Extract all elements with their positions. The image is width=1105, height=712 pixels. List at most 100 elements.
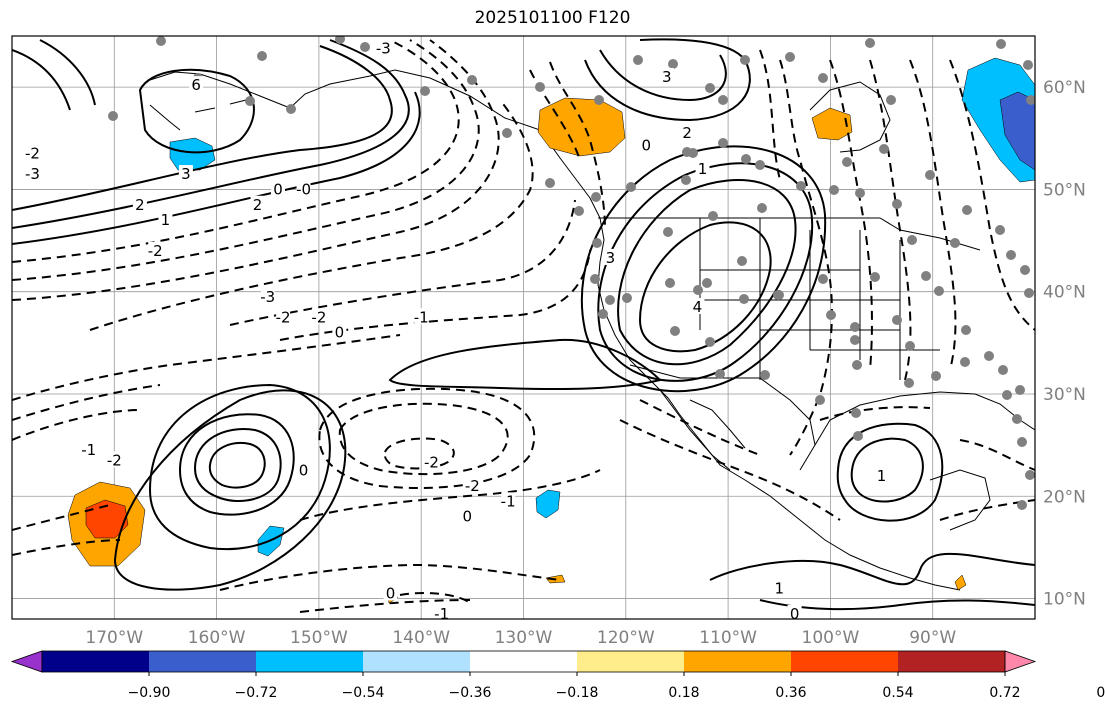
station-marker — [718, 138, 728, 148]
station-marker — [1023, 60, 1033, 70]
contour-label-bg — [276, 308, 291, 325]
station-marker — [592, 238, 602, 248]
contour-label-bg — [296, 180, 311, 197]
station-marker — [1024, 288, 1034, 298]
positive-contours — [12, 38, 1035, 611]
yucatan — [929, 469, 991, 531]
station-marker — [502, 128, 512, 138]
station-marker — [886, 95, 896, 105]
station-marker — [626, 182, 636, 192]
contour-label: -1 — [501, 492, 516, 510]
contour-label: 0 — [386, 584, 396, 602]
contour-label: 6 — [191, 76, 201, 94]
gulf-high — [850, 437, 924, 503]
station-marker — [535, 82, 545, 92]
station-marker — [757, 203, 767, 213]
station-marker — [796, 181, 806, 191]
contour-label: 2 — [682, 124, 692, 142]
station-marker — [633, 55, 643, 65]
station-marker — [755, 160, 765, 170]
contour-label-bg — [250, 195, 265, 212]
contour-label: -2 — [25, 145, 40, 163]
latitude-labels: 60°N 50°N 40°N 30°N 20°N 10°N — [1043, 78, 1086, 609]
colorbar-segment — [791, 651, 898, 672]
contour-label: 1 — [698, 160, 708, 178]
contour-label-bg — [639, 136, 654, 153]
contour-label: -3 — [25, 165, 40, 183]
lon-tick-label: 110°W — [699, 628, 757, 648]
lon-tick-label: 170°W — [85, 628, 143, 648]
contour-label: -2 — [148, 242, 163, 260]
contour-label: -3 — [260, 288, 275, 306]
contour-label: -2 — [465, 477, 480, 495]
contour-label: 0 — [273, 180, 283, 198]
colorbar-frame — [41, 650, 1006, 673]
station-marker — [829, 185, 839, 195]
contour-label-bg — [296, 461, 311, 478]
station-marker — [996, 39, 1006, 49]
station-marker — [670, 326, 680, 336]
contour-label: 4 — [693, 298, 703, 316]
contour-label: -3 — [376, 39, 391, 57]
central-pacific-high-1 — [178, 413, 295, 516]
contour-label-bg — [107, 451, 122, 468]
station-marker — [360, 42, 370, 52]
contour-label-bg — [178, 165, 193, 182]
contour-label: 2 — [253, 196, 263, 214]
station-marker — [739, 294, 749, 304]
station-marker — [590, 274, 600, 284]
colorbar-tick-label: −0.72 — [235, 685, 278, 701]
station-marker — [950, 238, 960, 248]
baja-california — [659, 389, 746, 471]
station-marker — [961, 325, 971, 335]
contour-label: 3 — [662, 68, 672, 86]
colorbar-segment — [684, 651, 791, 672]
station-marker — [892, 199, 902, 209]
colorbar-segment — [42, 651, 149, 672]
station-marker — [591, 192, 601, 202]
contour-label-bg — [603, 248, 618, 265]
station-marker — [681, 175, 691, 185]
station-marker — [420, 86, 430, 96]
station-marker — [688, 148, 698, 158]
contour-label-bg — [148, 241, 163, 258]
contour-label-bg — [424, 453, 439, 470]
colorbar-tick-label: −0.18 — [556, 685, 599, 701]
lat-tick-label: 30°N — [1043, 385, 1086, 405]
station-marker — [665, 278, 675, 288]
colorbar-segment — [256, 651, 363, 672]
station-marker — [1006, 250, 1016, 260]
hudson-bay-coast — [809, 81, 891, 153]
coastlines — [149, 69, 1035, 591]
contour-label: -1 — [81, 441, 96, 459]
contour-label: 2 — [135, 196, 145, 214]
graticule — [12, 36, 1035, 619]
contour-label: -2 — [311, 308, 326, 326]
colorbar — [10, 650, 1037, 673]
canada-ridge-1 — [584, 38, 751, 122]
us-ridge-3 — [580, 145, 827, 393]
station-marker — [708, 211, 718, 221]
station-marker — [998, 365, 1008, 375]
station-marker — [995, 225, 1005, 235]
station-marker — [1012, 414, 1022, 424]
lat-tick-label: 20°N — [1043, 487, 1086, 507]
contour-label-bg — [434, 604, 449, 619]
contour-label-bg — [874, 466, 889, 483]
anomaly-patch-gulf-alaska-orange — [537, 97, 626, 157]
colorbar-tick-labels: −0.90 −0.72 −0.54 −0.36 −0.18 0.18 0.36 0.54 0.7… — [128, 672, 1105, 701]
us-ridge-1 — [617, 179, 797, 366]
colorbar-tick-label: 0.54 — [882, 685, 913, 701]
colorbar-tick-label: −0.90 — [128, 685, 171, 701]
contour-label: 1 — [161, 211, 171, 229]
station-marker — [668, 59, 678, 69]
contour-label-bg — [501, 492, 516, 509]
colorbar-extend-min — [10, 650, 43, 673]
station-marker — [1017, 500, 1027, 510]
lon-tick-label: 90°W — [909, 628, 956, 648]
anomaly-patch-east-pacific-blue — [535, 489, 561, 519]
lon-tick-label: 150°W — [290, 628, 348, 648]
lon-tick-label: 120°W — [597, 628, 655, 648]
station-marker — [1026, 95, 1035, 105]
contour-label-bg — [460, 507, 475, 524]
